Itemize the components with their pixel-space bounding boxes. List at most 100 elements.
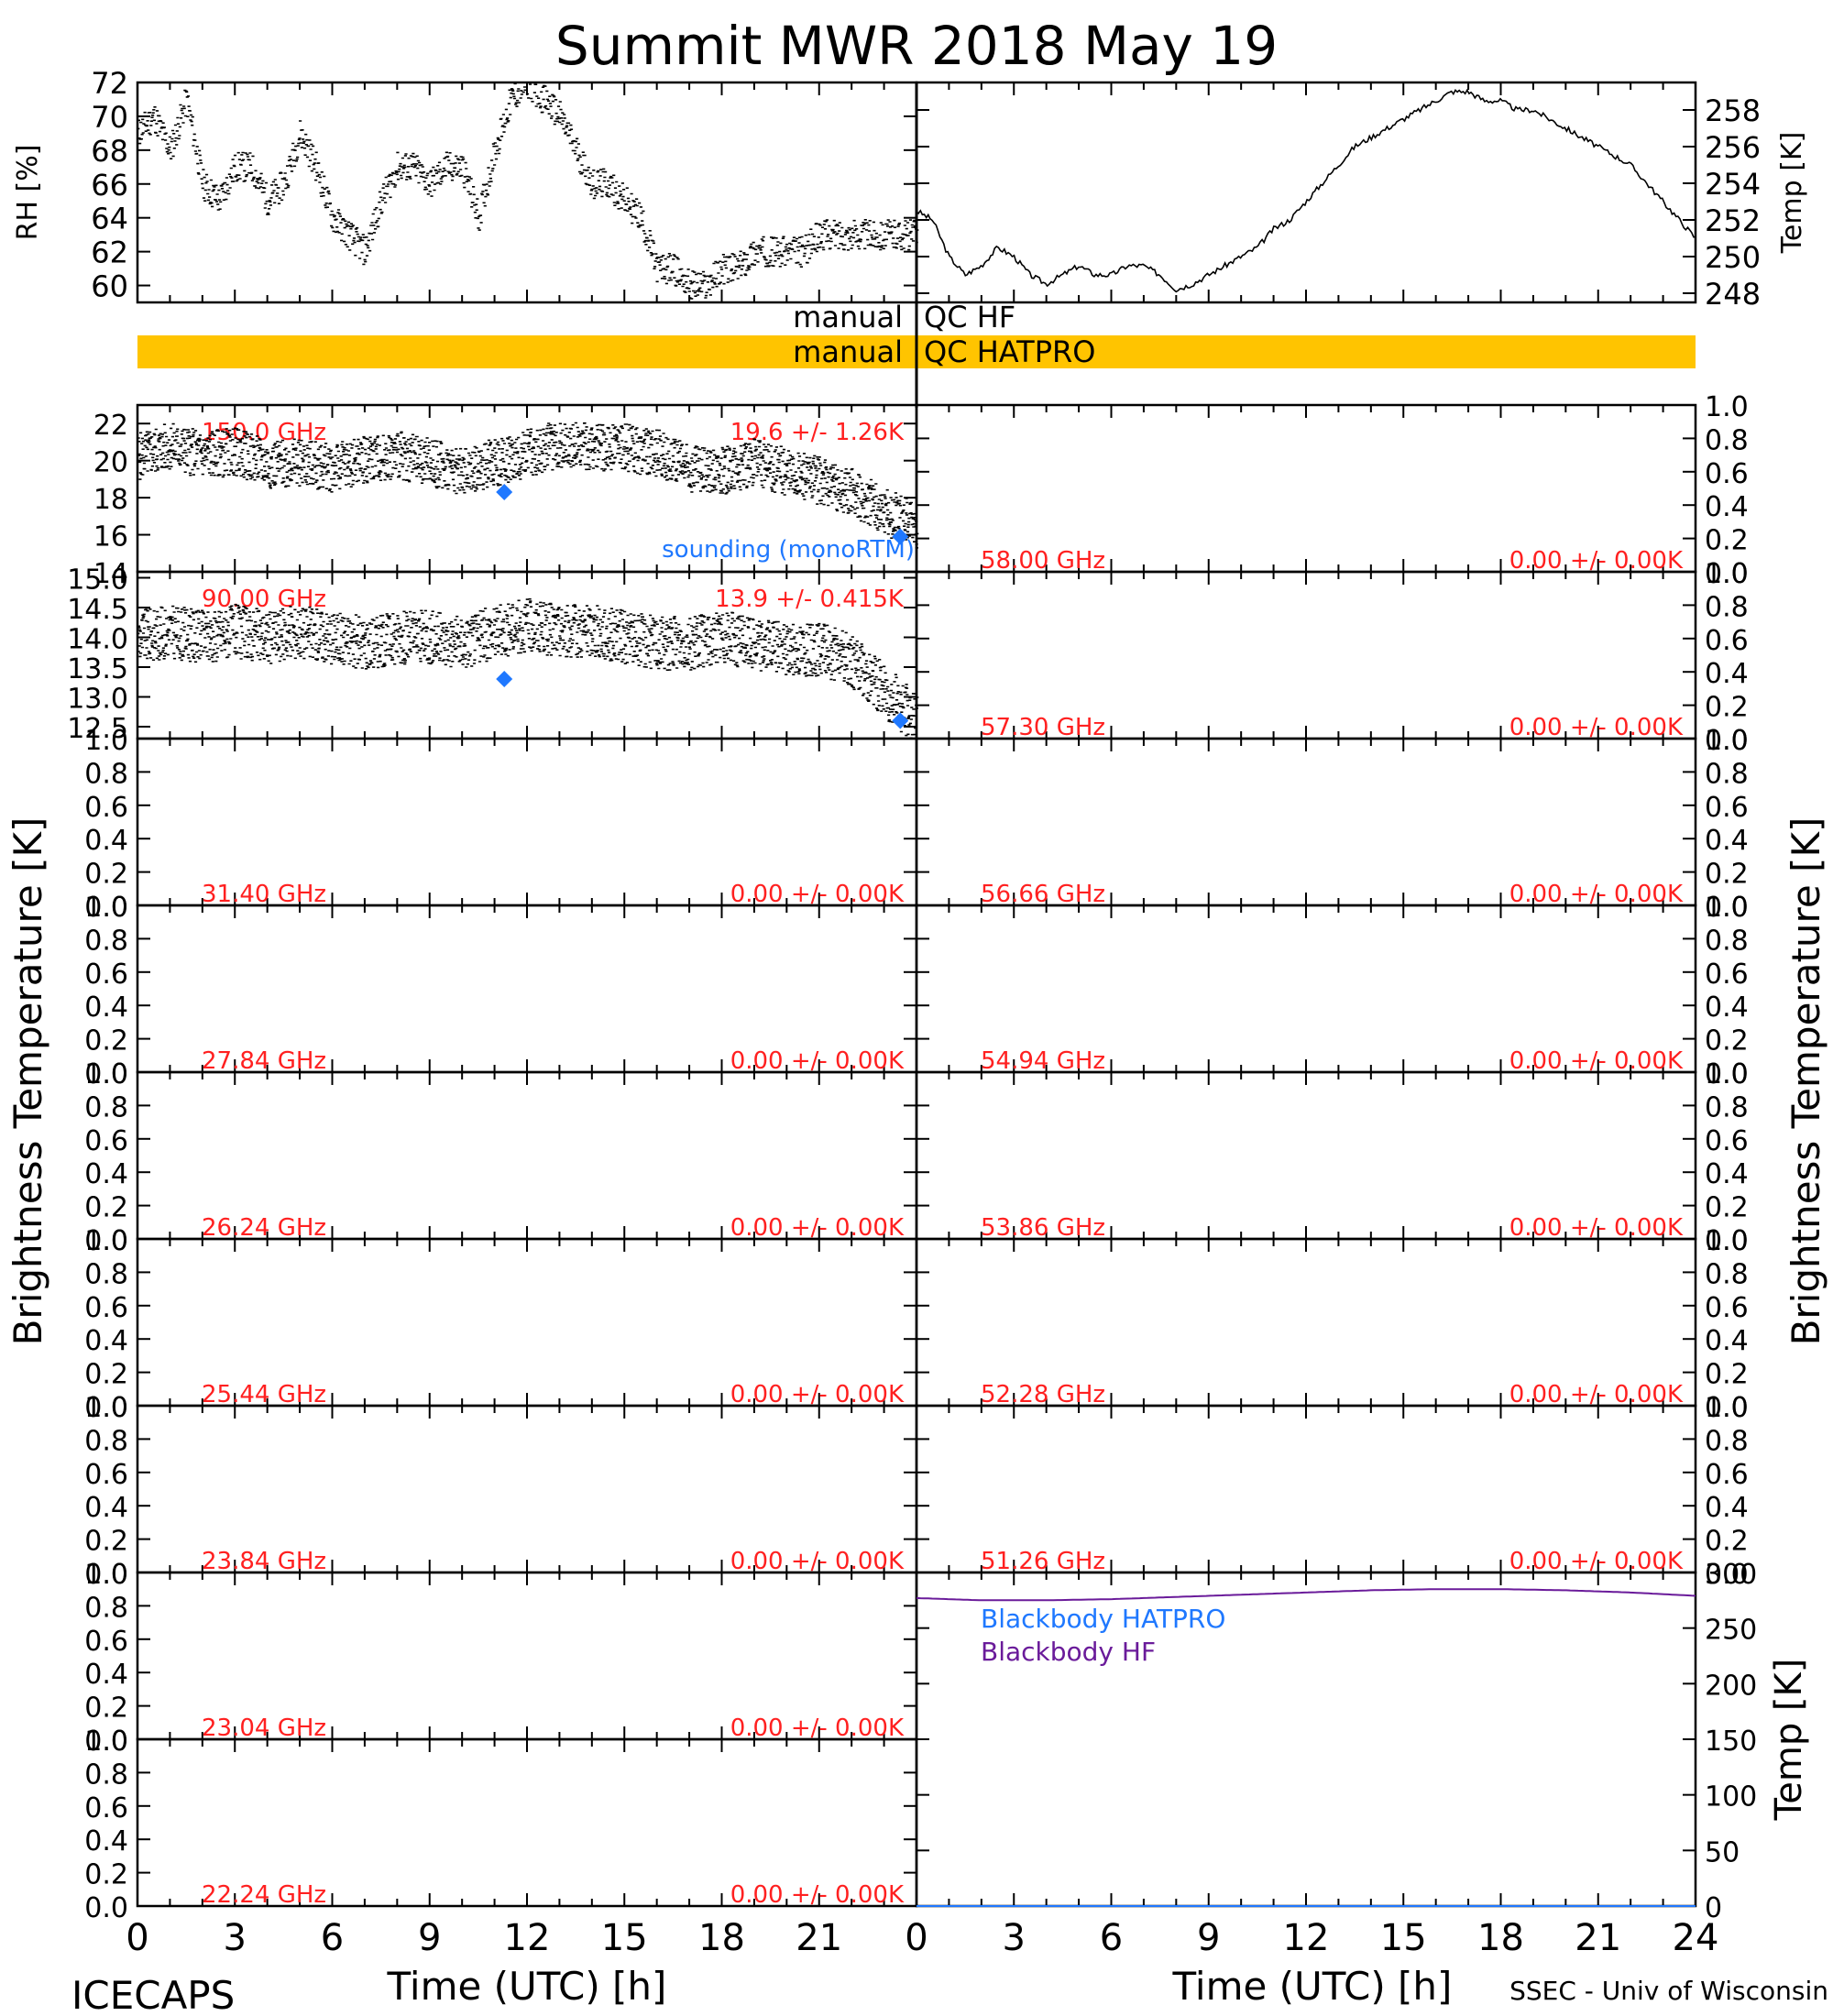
y-tick-label: 0.2 [84,1359,128,1391]
y-tick-label: 0.4 [1705,1492,1749,1524]
y-axis-label: Temp [K] [1768,1659,1810,1822]
y-tick-label: 0.8 [84,1258,128,1290]
y-tick-label: 0.0 [84,1892,128,1924]
y-tick-label: 250 [1705,1615,1757,1647]
y-tick-label: 0.4 [1705,491,1749,523]
x-axis: 0 3 6 9 12 15 18 21 0 3 6 9 12 15 18 21 24 [126,1917,1718,1959]
y-tick-label: 14 [93,558,128,590]
y-tick-label: 0.2 [84,1192,128,1224]
sounding-marker [892,528,909,545]
y-tick-label: 0.4 [84,992,128,1024]
panel-ch-53: 0.00.20.40.60.81.053.86 GHz 0.00 +/- 0.00… [915,1058,1749,1257]
y-tick-label: 22 [93,410,128,442]
y-tick-label: 60 [91,269,128,304]
frequency-label: 56.66 GHz [981,881,1105,908]
stats-label: 0.00 +/- 0.00K [1509,1214,1684,1242]
data-trace [137,597,919,740]
y-tick-label: 0.0 [1705,558,1749,590]
frequency-label: 58.00 GHz [981,547,1105,575]
panel-ch-26: 0.00.20.40.60.81.026.24 GHz 0.00 +/- 0.00… [84,1058,918,1257]
footer-left-label: ICECAPS [71,1973,235,2016]
y-tick-label: 0.6 [84,1125,128,1157]
y-tick-label: 12.5 [67,713,128,745]
y-tick-label: 16 [93,521,128,553]
y-tick-label: 0.8 [1705,591,1749,623]
footer-right-label: SSEC - Univ of Wisconsin [1509,1976,1828,2006]
qc-hatpro-label-left: manual [793,334,903,369]
y-tick-label: 0.8 [84,1592,128,1624]
x-tick-label-right: 3 [1003,1917,1026,1959]
panel-ch-52: 0.00.20.40.60.81.052.28 GHz 0.00 +/- 0.00… [915,1225,1749,1424]
stats-label: 0.00 +/- 0.00K [730,881,905,908]
panel-ch-54: 0.00.20.40.60.81.054.94 GHz 0.00 +/- 0.00… [915,892,1749,1090]
y-tick-label: 0.0 [84,1225,128,1257]
y-tick-label: 0.8 [84,1425,128,1457]
y-tick-label: 0.2 [1705,1192,1749,1224]
x-tick-label-left: 18 [698,1917,745,1959]
frequency-label: 54.94 GHz [981,1047,1105,1075]
panel-frame [136,81,918,304]
frequency-label: 52.28 GHz [981,1381,1105,1408]
y-tick-label: 1.0 [84,1392,128,1424]
y-tick-label: 1.0 [84,1225,128,1257]
y-tick-label: 0.2 [1705,1526,1749,1558]
frequency-label: 51.26 GHz [981,1548,1105,1575]
panel-ch-25: 0.00.20.40.60.81.025.44 GHz 0.00 +/- 0.00… [84,1225,918,1424]
frequency-label: 53.86 GHz [981,1214,1105,1242]
y-tick-label: 0.2 [84,859,128,891]
panel-ch-31: 0.00.20.40.60.81.031.40 GHz 0.00 +/- 0.00… [84,725,918,924]
y-tick-label: 0.0 [1705,725,1749,757]
x-tick-label-left: 3 [224,1917,247,1959]
y-tick-label: 0.6 [1705,959,1749,991]
x-axis-label-right: Time (UTC) [h] [1172,1964,1453,2009]
y-tick-label: 0.2 [84,1859,128,1891]
y-tick-label: 0.4 [84,1825,128,1857]
sounding-marker [496,484,513,501]
frequency-label: 23.04 GHz [202,1715,326,1742]
stats-label: 0.00 +/- 0.00K [1509,1548,1684,1575]
y-tick-label: 0.8 [1705,424,1749,456]
x-tick-label-right: 24 [1673,1917,1719,1959]
y-tick-label: 0.4 [84,1158,128,1190]
y-tick-label: 0.8 [1705,1091,1749,1123]
y-tick-label: 0.0 [84,1058,128,1090]
panel-ch-22.24: 0.00.20.40.60.81.022.24 GHz 0.00 +/- 0.00… [84,1726,918,1924]
y-tick-label: 150 [1705,1726,1757,1758]
panel-blackbody: 0 50 100 150 200 250 300 Blackbody HATPROBlackb… [915,1559,1810,1924]
y-tick-label: 0.8 [84,1759,128,1791]
y-tick-label: 0.4 [1705,1325,1749,1357]
y-tick-label: 70 [91,100,128,135]
y-tick-label: 0.4 [84,1659,128,1691]
stats-label: 0.00 +/- 0.00K [730,1715,905,1742]
y-axis-label: RH [%] [12,145,44,241]
panel-ch-150: 14 16 18 20 22 150.0 GHz 19.6 +/- 1.26K soundin… [93,403,919,590]
panel-ch-23.84: 0.00.20.40.60.81.023.84 GHz 0.00 +/- 0.00… [84,1392,918,1591]
y-tick-label: 0 [1705,1892,1722,1924]
x-tick-label-left: 21 [796,1917,842,1959]
stats-label: 13.9 +/- 0.415K [715,586,905,613]
y-tick-label: 62 [91,236,128,270]
left-side-label: Brightness Temperature [K] [5,817,50,1346]
y-tick-label: 0.2 [1705,1359,1749,1391]
y-tick-label: 0.8 [84,925,128,957]
y-tick-label: 14.0 [67,624,128,656]
y-tick-label: 258 [1705,93,1761,128]
y-tick-label: 18 [93,484,128,516]
y-tick-label: 0.6 [84,1626,128,1658]
y-tick-label: 0.6 [1705,1125,1749,1157]
y-tick-label: 66 [91,168,128,203]
panel-frame [915,81,1697,304]
frequency-label: 57.30 GHz [981,714,1105,741]
y-tick-label: 0.4 [1705,825,1749,857]
sounding-marker [496,671,513,687]
y-tick-label: 64 [91,202,128,236]
x-tick-label-right: 18 [1477,1917,1524,1959]
y-tick-label: 1.0 [84,1559,128,1591]
y-tick-label: 0.8 [1705,758,1749,790]
qc-hf-label-right: QC HF [924,300,1015,334]
y-tick-label: 0.6 [84,1292,128,1324]
y-axis-label: Temp [K] [1776,132,1808,255]
x-tick-label-right: 21 [1575,1917,1621,1959]
